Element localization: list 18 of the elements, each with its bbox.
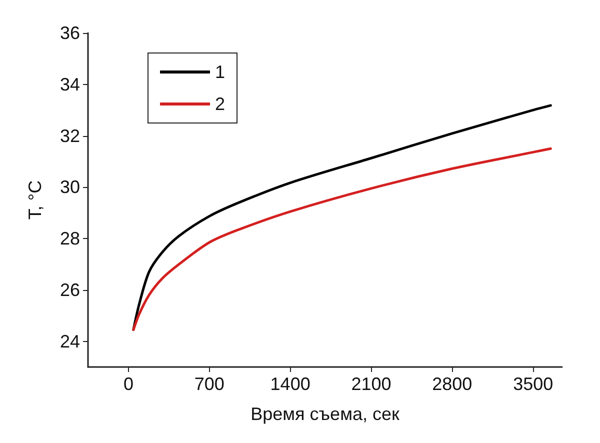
x-tick-label: 1400 <box>270 374 310 394</box>
y-tick-label: 24 <box>60 331 80 352</box>
legend-label: 2 <box>215 94 226 114</box>
y-tick-label: 34 <box>60 74 80 94</box>
x-tick-label: 2800 <box>432 374 472 394</box>
y-tick-label: 36 <box>60 23 80 43</box>
y-tick-label: 32 <box>60 126 80 146</box>
line-series <box>132 147 552 331</box>
x-tick-label: 700 <box>194 374 224 394</box>
y-axis-title: T, °C <box>25 180 45 220</box>
y-tick-label: 26 <box>60 280 80 300</box>
x-tick-label: 3500 <box>513 374 554 394</box>
x-axis-title: Время съема, сек <box>250 404 400 424</box>
y-tick-label: 30 <box>60 177 80 198</box>
x-tick-label: 2100 <box>351 374 392 394</box>
y-tick-label: 28 <box>60 228 80 249</box>
x-tick-label: 0 <box>123 374 134 394</box>
legend-label: 1 <box>215 62 226 82</box>
